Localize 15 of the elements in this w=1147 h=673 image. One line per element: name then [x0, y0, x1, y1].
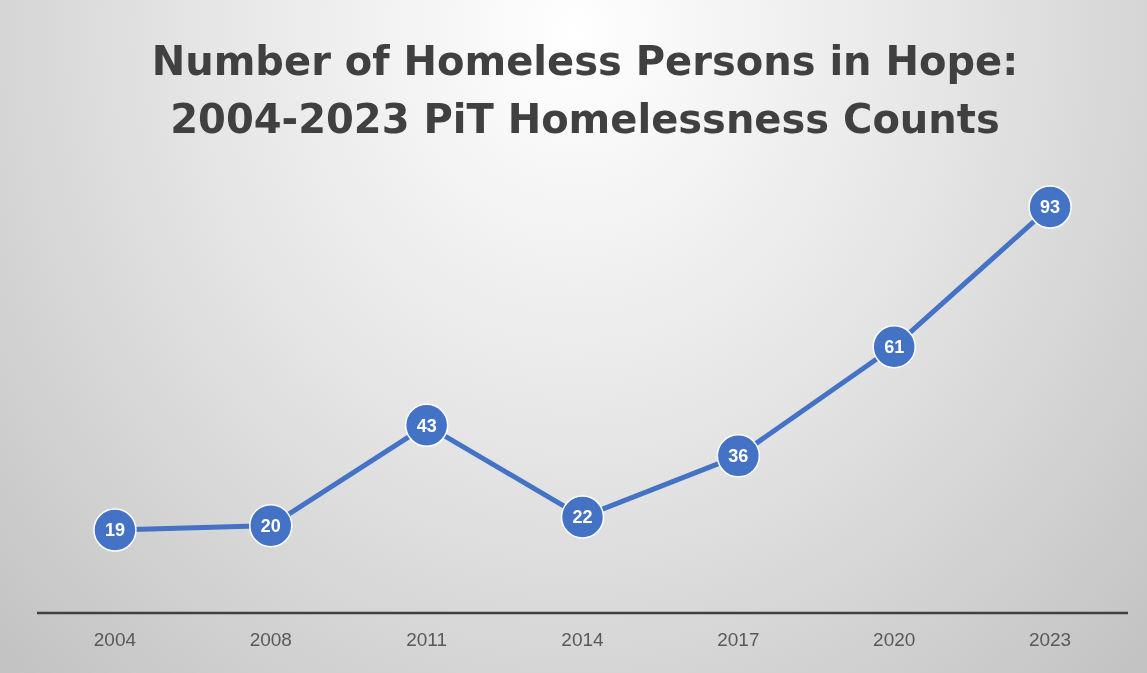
x-tick-label: 2014	[561, 629, 605, 651]
x-tick-label: 2017	[717, 629, 760, 651]
data-label: 19	[104, 520, 125, 541]
data-label: 43	[416, 415, 437, 436]
data-label: 22	[572, 507, 593, 528]
data-label: 93	[1040, 197, 1061, 218]
x-tick-label: 2011	[406, 629, 448, 651]
x-tick-label: 2008	[249, 629, 292, 651]
data-label: 61	[884, 337, 905, 358]
data-label: 36	[728, 446, 749, 467]
x-tick-label: 2023	[1028, 629, 1072, 651]
data-label: 20	[260, 516, 281, 537]
x-tick-label: 2020	[873, 629, 916, 651]
x-tick-label: 2004	[93, 629, 137, 651]
chart-title: Number of Homeless Persons in Hope: 2004-2023 PiT Homelessness Counts	[150, 37, 1020, 144]
